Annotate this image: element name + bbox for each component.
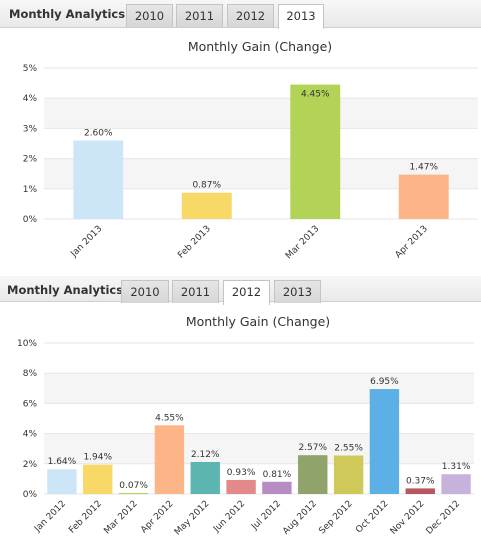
x-tick-label: Dec 2012 (425, 499, 463, 537)
data-label: 4.45% (301, 90, 330, 100)
bar (405, 488, 435, 494)
tab-2010[interactable]: 2010 (126, 4, 173, 27)
grid-band (44, 433, 474, 464)
x-tick-label: Jun 2012 (211, 499, 247, 535)
bar (369, 389, 400, 494)
x-tick-label: Apr 2013 (394, 224, 430, 260)
x-tick-label: Aug 2012 (281, 499, 319, 537)
y-tick-label: 2% (23, 460, 38, 470)
monthly-gain-chart-2013: 0% 1% 2% 3% 4% 5% Monthly Gain (Change) 2.60% Ja… (23, 39, 478, 261)
y-tick-label: 4% (23, 94, 38, 104)
grid-band (44, 373, 474, 404)
x-tick-label: Sep 2012 (317, 499, 354, 536)
data-label: 6.95% (370, 377, 399, 387)
y-tick-label: 0% (23, 215, 38, 225)
y-tick-label: 10% (17, 339, 37, 349)
y-tick-label: 0% (23, 490, 38, 500)
y-tick-label: 3% (23, 124, 38, 134)
widget-header: Monthly Analytics 2010 2011 2012 2013 (0, 276, 481, 305)
x-tick-label: Jan 2012 (32, 499, 68, 535)
tab-2010[interactable]: 2010 (121, 280, 169, 303)
bar (262, 481, 292, 494)
x-tick-label: Feb 2013 (176, 224, 213, 261)
data-label: 2.12% (191, 450, 220, 460)
tab-2013[interactable]: 2013 (274, 280, 321, 303)
chart-title: Monthly Gain (Change) (188, 39, 332, 54)
y-tick-label: 1% (23, 185, 38, 195)
tab-2012[interactable]: 2012 (227, 4, 274, 27)
y-tick-label: 8% (23, 369, 38, 379)
grid-band (44, 98, 478, 129)
bar (226, 479, 256, 494)
bar (154, 425, 185, 494)
tab-2011[interactable]: 2011 (176, 4, 223, 27)
x-tick-label: Feb 2012 (67, 499, 104, 536)
data-label: 1.31% (442, 462, 471, 472)
x-tick-label: Jan 2013 (69, 224, 105, 260)
data-label: 0.81% (263, 470, 292, 480)
bar (47, 469, 77, 494)
y-tick-label: 4% (23, 430, 38, 440)
data-label: 1.94% (83, 453, 112, 463)
data-label: 0.07% (119, 481, 148, 491)
bar (83, 464, 113, 494)
data-label: 0.87% (192, 181, 221, 191)
bar (290, 84, 341, 219)
data-label: 2.55% (334, 443, 363, 453)
tab-2013[interactable]: 2013 (278, 4, 324, 29)
bar (118, 492, 149, 494)
bar (73, 140, 124, 219)
data-label: 1.64% (48, 457, 77, 467)
bar (398, 174, 449, 219)
widget-title: Monthly Analytics (7, 283, 124, 297)
data-label: 4.55% (155, 413, 184, 423)
bar (333, 455, 364, 494)
analytics-widget-2013: Monthly Analytics 2010 2011 2012 2013 0%… (0, 0, 481, 270)
y-tick-label: 5% (23, 64, 38, 74)
widget-header: Monthly Analytics 2010 2011 2012 2013 (0, 0, 481, 29)
x-tick-label: Mar 2012 (102, 499, 139, 536)
bar (298, 455, 328, 494)
data-label: 1.47% (409, 163, 438, 173)
bar (190, 461, 220, 494)
data-label: 0.93% (227, 468, 256, 478)
chart-title: Monthly Gain (Change) (186, 314, 330, 329)
tab-2012[interactable]: 2012 (223, 280, 270, 305)
widget-title: Monthly Analytics (9, 7, 126, 21)
x-tick-label: Jul 2012 (249, 499, 283, 533)
x-tick-label: Nov 2012 (389, 499, 427, 537)
y-tick-label: 6% (23, 399, 38, 409)
monthly-gain-chart-2012: 0% 2% 4% 6% 8% 10% Monthly Gain (Change) 1.64% J… (17, 314, 474, 537)
bar (181, 192, 232, 219)
x-tick-label: May 2012 (173, 499, 211, 537)
x-tick-label: Mar 2013 (284, 224, 321, 261)
x-tick-label: Apr 2012 (139, 499, 175, 535)
x-tick-label: Oct 2012 (354, 499, 390, 535)
bar (441, 474, 471, 494)
data-label: 0.37% (406, 476, 435, 486)
tab-2011[interactable]: 2011 (172, 280, 219, 303)
data-label: 2.60% (84, 128, 113, 138)
analytics-widget-2012: Monthly Analytics 2010 2011 2012 2013 0%… (0, 276, 481, 549)
y-tick-label: 2% (23, 155, 38, 165)
data-label: 2.57% (298, 443, 327, 453)
